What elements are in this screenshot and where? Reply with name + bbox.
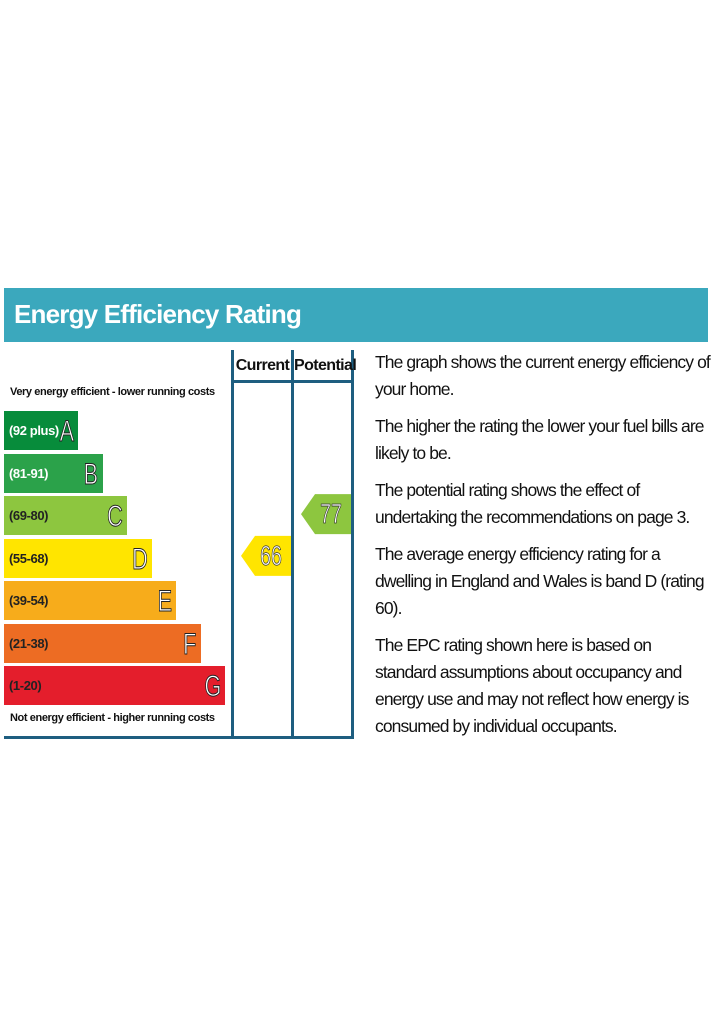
band-c-range: (69-80) <box>9 508 49 523</box>
band-b: (81-91) B <box>4 453 103 493</box>
frame-line-left <box>231 350 234 738</box>
header-bar: Energy Efficiency Rating <box>4 288 708 342</box>
potential-rating-arrow-shape <box>301 494 351 535</box>
band-e-range: (39-54) <box>9 593 49 608</box>
frame-line-middle <box>291 350 294 738</box>
energy-rating-chart: Very energy efficient - lower running co… <box>4 350 357 742</box>
scale-top-note: Very energy efficient - lower running co… <box>10 386 215 398</box>
current-rating-arrow <box>241 535 291 576</box>
page-title: Energy Efficiency Rating <box>14 299 302 329</box>
band-a: (92 plus) A <box>4 411 78 450</box>
band-c-letter: C <box>107 500 123 534</box>
band-a-range: (92 plus) <box>9 423 59 438</box>
description-paragraph-5: The EPC rating shown here is based on st… <box>375 635 689 736</box>
description-paragraph-3: The potential rating shows the effect of… <box>375 480 690 527</box>
band-f-range: (21-38) <box>9 635 49 651</box>
current-column-header: Current <box>235 357 290 374</box>
potential-rating-arrow <box>301 494 351 535</box>
band-f-letter: F <box>183 627 197 661</box>
description-panel: The graph shows the current energy effic… <box>375 349 711 750</box>
current-rating-value: 66 <box>260 539 282 572</box>
band-a-letter: A <box>59 415 74 449</box>
frame-line-bottom <box>4 736 354 739</box>
band-d-range: (55-68) <box>9 550 49 566</box>
band-d-letter: D <box>131 542 148 576</box>
scale-bottom-note: Not energy efficient - higher running co… <box>10 712 215 724</box>
band-g-letter: G <box>204 670 222 704</box>
band-f: (21-38) F <box>4 623 201 663</box>
frame-line-right <box>351 350 354 738</box>
description-paragraph-2: The higher the rating the lower your fue… <box>375 416 705 463</box>
potential-rating-value: 77 <box>320 498 342 530</box>
potential-column-header: Potential <box>294 357 357 374</box>
current-rating-arrow-shape <box>241 535 291 576</box>
description-paragraph-4: The average energy efficiency rating for… <box>375 544 705 618</box>
band-g: (1-20) G <box>4 666 225 705</box>
header-divider <box>231 380 354 383</box>
band-b-range: (81-91) <box>9 465 49 481</box>
band-e-letter: E <box>157 585 172 619</box>
band-c: (69-80) C <box>4 496 127 535</box>
band-d: (55-68) D <box>4 538 152 578</box>
band-g-range: (1-20) <box>9 678 42 693</box>
description-paragraph-1: The graph shows the current energy effic… <box>375 352 711 399</box>
band-b-letter: B <box>84 457 99 491</box>
band-e: (39-54) E <box>4 581 176 620</box>
